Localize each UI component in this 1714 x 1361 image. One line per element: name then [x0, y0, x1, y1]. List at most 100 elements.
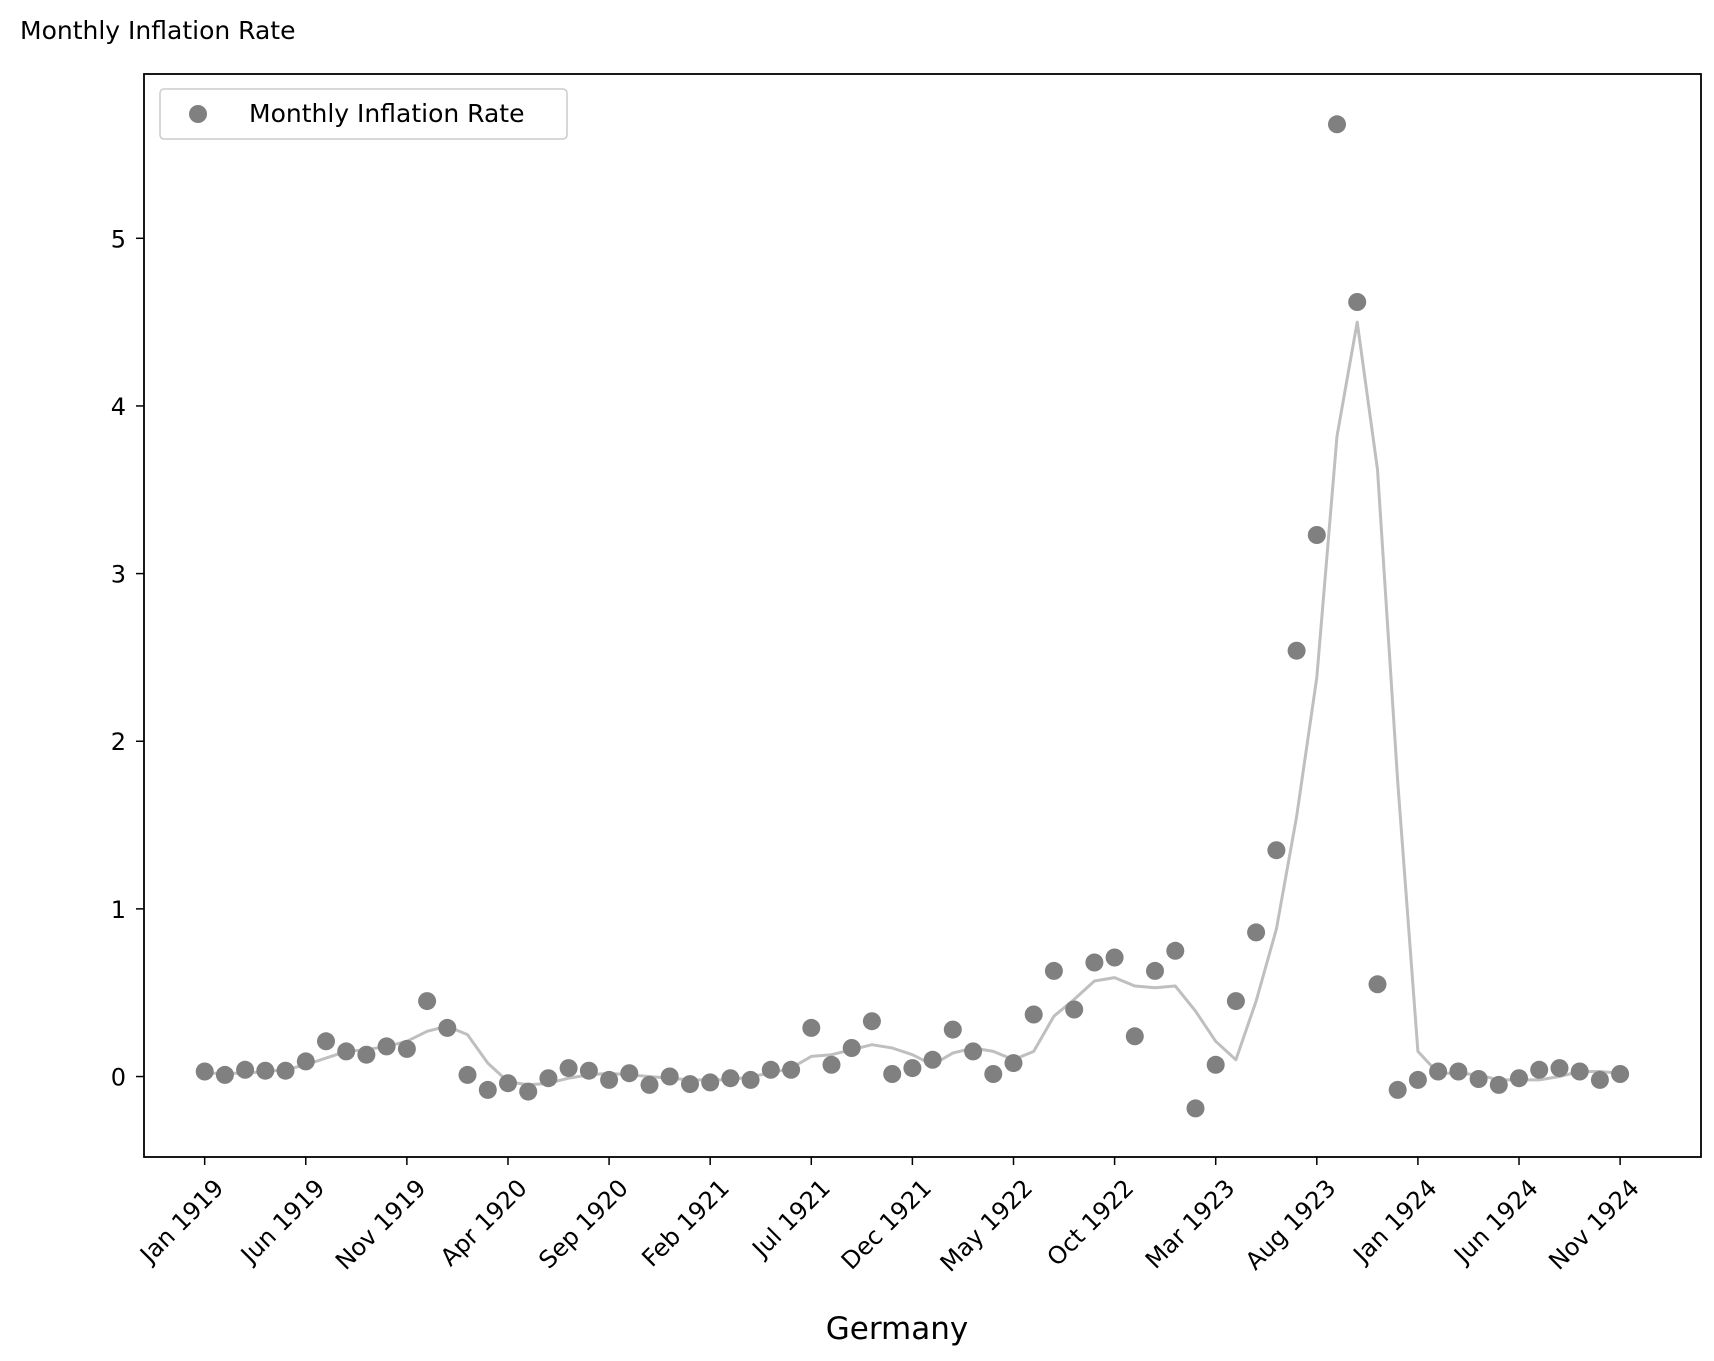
data-point	[802, 1018, 821, 1037]
trend-line	[204, 320, 1621, 1087]
data-point	[1530, 1060, 1549, 1079]
data-point	[1368, 975, 1387, 994]
data-point	[1550, 1059, 1569, 1078]
x-tick-label: Oct 1922	[1042, 1174, 1140, 1272]
data-point	[1146, 961, 1164, 980]
data-point	[1004, 1054, 1023, 1073]
data-points-layer	[195, 115, 1630, 1118]
chart-title: Monthly Inflation Rate	[20, 16, 296, 45]
data-point	[397, 1039, 416, 1058]
x-tick-label: Feb 1921	[636, 1174, 734, 1272]
data-point	[1489, 1075, 1508, 1094]
data-point	[782, 1060, 801, 1079]
x-axis-label: Germany	[826, 1311, 968, 1347]
data-point	[195, 1062, 214, 1081]
data-point	[862, 1012, 881, 1031]
x-tick-label: Jun 1919	[234, 1174, 330, 1270]
y-tick-label: 2	[111, 728, 126, 756]
data-point	[1510, 1069, 1528, 1088]
data-point	[519, 1082, 538, 1101]
data-point	[236, 1060, 255, 1079]
x-tick-label: Nov 1924	[1543, 1174, 1645, 1276]
data-point	[701, 1073, 720, 1092]
data-point	[1408, 1070, 1427, 1089]
data-point	[1267, 841, 1286, 860]
data-point	[256, 1061, 275, 1080]
data-point	[640, 1075, 659, 1094]
data-point	[1287, 641, 1306, 660]
data-point	[559, 1059, 578, 1078]
data-point	[1166, 941, 1185, 960]
data-point	[357, 1045, 376, 1064]
data-point	[1348, 293, 1367, 311]
data-point	[478, 1080, 497, 1099]
y-axis: 0 1 2 3 4 5	[111, 225, 144, 1092]
y-tick-label: 4	[111, 393, 126, 421]
data-point	[620, 1064, 639, 1083]
data-point	[1085, 953, 1104, 972]
y-tick-label: 5	[111, 225, 126, 253]
trend-line-layer	[204, 320, 1621, 1087]
data-point	[418, 992, 437, 1011]
data-point	[579, 1061, 598, 1080]
data-point	[923, 1050, 942, 1069]
data-point	[539, 1069, 558, 1088]
data-point	[1611, 1065, 1630, 1083]
data-point	[761, 1060, 780, 1079]
data-point	[822, 1055, 841, 1074]
data-point	[1307, 526, 1326, 544]
data-point	[1105, 948, 1124, 967]
y-tick-label: 1	[111, 896, 126, 924]
data-point	[458, 1065, 477, 1084]
plot-frame	[143, 73, 1702, 1158]
data-point	[438, 1018, 457, 1037]
x-tick-label: Nov 1919	[330, 1174, 432, 1276]
data-point	[499, 1074, 517, 1093]
data-point	[317, 1032, 335, 1051]
x-tick-label: Dec 1921	[836, 1174, 937, 1275]
data-point	[681, 1075, 699, 1094]
data-point	[1226, 992, 1245, 1011]
x-tick-label: Jan 1924	[1347, 1174, 1443, 1270]
data-point	[721, 1069, 740, 1088]
data-point	[1247, 923, 1266, 942]
x-tick-label: Apr 1920	[435, 1174, 533, 1272]
data-point	[1065, 1000, 1084, 1019]
y-tick-label: 0	[111, 1064, 126, 1092]
data-point	[296, 1052, 315, 1071]
data-point	[600, 1070, 619, 1089]
x-tick-label: Aug 1923	[1240, 1174, 1342, 1276]
x-tick-label: Jan 1919	[133, 1174, 229, 1270]
data-point	[1590, 1070, 1609, 1089]
data-point	[903, 1059, 922, 1078]
legend-box	[159, 88, 568, 140]
data-point	[337, 1042, 356, 1061]
data-point	[1328, 115, 1346, 134]
data-point	[1469, 1070, 1488, 1088]
x-tick-label: Jun 1924	[1447, 1174, 1543, 1270]
data-point	[660, 1067, 679, 1086]
data-point	[1388, 1080, 1407, 1099]
data-point	[276, 1061, 295, 1080]
data-point	[984, 1065, 1003, 1083]
legend-label: Monthly Inflation Rate	[249, 99, 525, 128]
data-point	[943, 1020, 962, 1039]
data-point	[215, 1065, 234, 1084]
x-tick-label: Mar 1923	[1140, 1174, 1240, 1274]
x-tick-label: May 1922	[935, 1174, 1038, 1277]
legend-marker	[189, 105, 207, 123]
y-tick-label: 3	[111, 561, 126, 589]
data-point	[1206, 1055, 1225, 1074]
x-axis: Jan 1919 Jun 1919 Nov 1919 Apr 1920 Sep 1920…	[133, 1157, 1645, 1277]
data-point	[1449, 1062, 1468, 1081]
data-point	[377, 1037, 396, 1056]
data-point	[964, 1042, 983, 1061]
data-point	[741, 1070, 760, 1089]
data-point	[1429, 1062, 1448, 1081]
data-point	[1125, 1027, 1144, 1046]
data-point	[1570, 1062, 1589, 1081]
data-point	[842, 1039, 861, 1057]
x-tick-label: Jul 1921	[746, 1174, 836, 1264]
data-point	[1024, 1005, 1043, 1024]
